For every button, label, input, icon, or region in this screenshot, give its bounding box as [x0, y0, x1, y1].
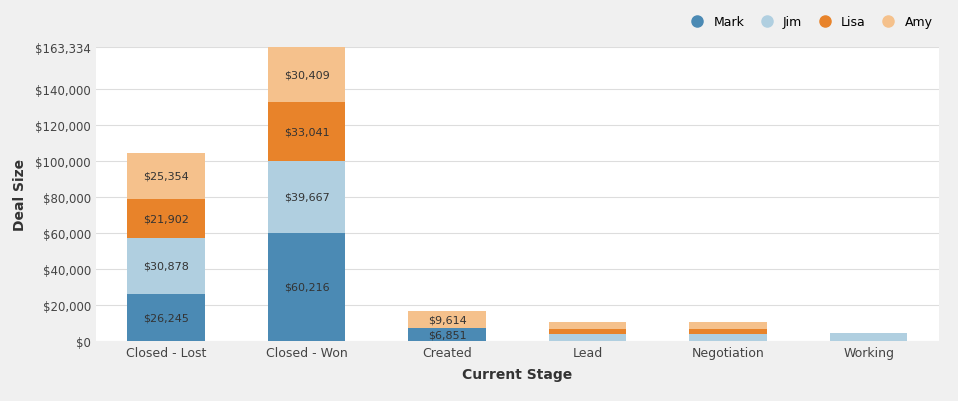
Bar — [690, 322, 766, 329]
Text: $39,667: $39,667 — [284, 192, 330, 203]
Legend: Mark, Jim, Lisa, Amy: Mark, Jim, Lisa, Amy — [685, 16, 932, 29]
Bar — [408, 311, 486, 328]
Bar — [830, 333, 907, 341]
Bar — [408, 328, 486, 341]
Text: $30,409: $30,409 — [284, 71, 330, 80]
Bar — [127, 199, 205, 239]
Bar — [268, 233, 345, 341]
Y-axis label: Deal Size: Deal Size — [12, 158, 27, 231]
Bar — [268, 103, 345, 162]
Text: $60,216: $60,216 — [284, 282, 330, 292]
Bar — [127, 294, 205, 341]
Text: $6,851: $6,851 — [428, 330, 467, 340]
Bar — [127, 239, 205, 294]
Text: $33,041: $33,041 — [284, 127, 330, 137]
Bar — [268, 162, 345, 233]
Text: $21,902: $21,902 — [143, 214, 189, 224]
Bar — [127, 154, 205, 199]
Text: $26,245: $26,245 — [143, 312, 189, 322]
X-axis label: Current Stage: Current Stage — [462, 367, 573, 381]
Bar — [549, 334, 627, 341]
Text: $25,354: $25,354 — [143, 172, 189, 182]
Bar — [549, 322, 627, 329]
Text: $9,614: $9,614 — [427, 315, 467, 325]
Bar — [268, 48, 345, 103]
Bar — [690, 334, 766, 341]
Bar — [690, 329, 766, 334]
Bar — [549, 329, 627, 334]
Text: $30,878: $30,878 — [143, 261, 189, 271]
